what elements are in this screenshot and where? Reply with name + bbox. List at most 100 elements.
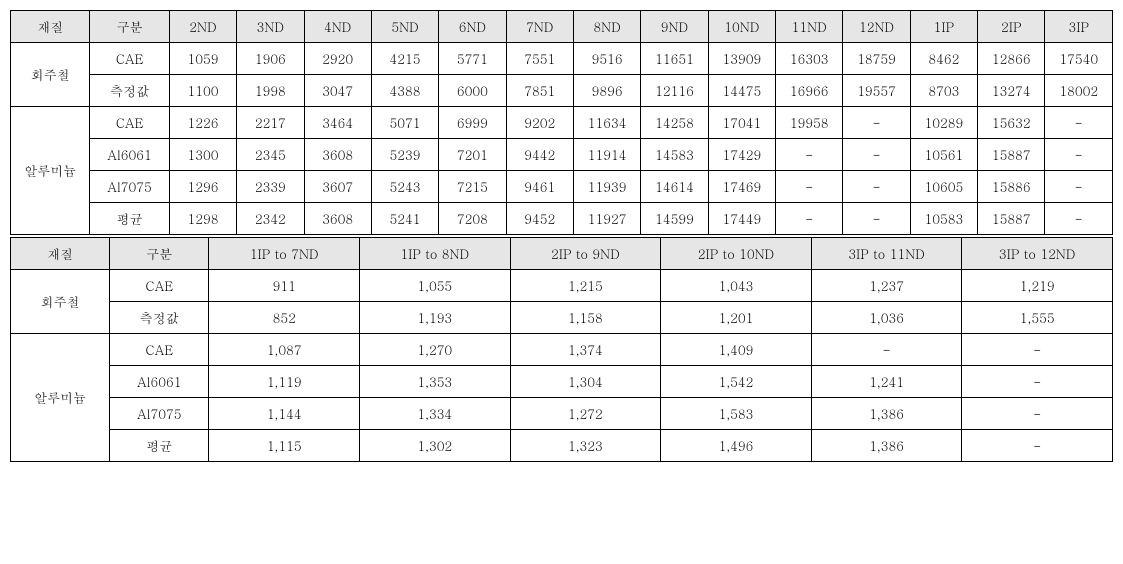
cell: 1,215 (510, 270, 661, 302)
cell: - (962, 398, 1113, 430)
cell: 15887 (978, 139, 1045, 171)
cell: - (843, 203, 910, 235)
cell: 18002 (1045, 75, 1113, 107)
table1-header-row: 재질 구분 2ND 3ND 4ND 5ND 6ND 7ND 8ND 9ND 10… (11, 11, 1113, 43)
cell: - (843, 107, 910, 139)
row-label: CAE (90, 43, 169, 75)
cell: - (1045, 139, 1113, 171)
cell: 16966 (776, 75, 843, 107)
cell: 7215 (439, 171, 506, 203)
cell: 11914 (573, 139, 640, 171)
table-row: 알루미늄 CAE 1,087 1,270 1,374 1,409 - - (11, 334, 1113, 366)
cell: 8462 (910, 43, 977, 75)
cell: 1,386 (811, 398, 962, 430)
cell: - (962, 366, 1113, 398)
cell: 1,115 (209, 430, 360, 462)
cell: 1059 (169, 43, 236, 75)
table1-header: 5ND (371, 11, 438, 43)
row-label: 측정값 (90, 75, 169, 107)
cell: 12116 (641, 75, 708, 107)
cell: 4215 (371, 43, 438, 75)
cell: 9442 (506, 139, 573, 171)
cell: 11939 (573, 171, 640, 203)
cell: 11634 (573, 107, 640, 139)
data-table-1: 재질 구분 2ND 3ND 4ND 5ND 6ND 7ND 8ND 9ND 10… (10, 10, 1113, 235)
cell: 9202 (506, 107, 573, 139)
cell: 6999 (439, 107, 506, 139)
cell: 17429 (708, 139, 775, 171)
cell: - (843, 139, 910, 171)
cell: 7208 (439, 203, 506, 235)
cell: 1,542 (661, 366, 812, 398)
cell: 18759 (843, 43, 910, 75)
material-cell: 회주철 (11, 43, 90, 107)
table1-header: 2IP (978, 11, 1045, 43)
cell: 8703 (910, 75, 977, 107)
cell: 9452 (506, 203, 573, 235)
cell: 1300 (169, 139, 236, 171)
cell: 7851 (506, 75, 573, 107)
cell: 15632 (978, 107, 1045, 139)
table-row: Al7075 1,144 1,334 1,272 1,583 1,386 - (11, 398, 1113, 430)
cell: 17540 (1045, 43, 1113, 75)
cell: 5243 (371, 171, 438, 203)
cell: 2345 (237, 139, 304, 171)
table2-header: 3IP to 12ND (962, 238, 1113, 270)
material-cell: 알루미늄 (11, 107, 90, 235)
cell: 11651 (641, 43, 708, 75)
cell: 1,036 (811, 302, 962, 334)
cell: 1,201 (661, 302, 812, 334)
cell: - (1045, 203, 1113, 235)
cell: 1,241 (811, 366, 962, 398)
row-label: CAE (110, 334, 209, 366)
row-label: 평균 (110, 430, 209, 462)
table-row: 평균 1298 2342 3608 5241 7208 9452 11927 1… (11, 203, 1113, 235)
cell: 1296 (169, 171, 236, 203)
cell: 1,144 (209, 398, 360, 430)
cell: 4388 (371, 75, 438, 107)
cell: - (811, 334, 962, 366)
table-row: 알루미늄 CAE 1226 2217 3464 5071 6999 9202 1… (11, 107, 1113, 139)
table-row: Al7075 1296 2339 3607 5243 7215 9461 119… (11, 171, 1113, 203)
data-table-2: 재질 구분 1IP to 7ND 1IP to 8ND 2IP to 9ND 2… (10, 237, 1113, 462)
cell: 1,119 (209, 366, 360, 398)
cell: - (962, 334, 1113, 366)
cell: - (1045, 171, 1113, 203)
cell: 17469 (708, 171, 775, 203)
cell: 11927 (573, 203, 640, 235)
table1-header: 12ND (843, 11, 910, 43)
cell: 1998 (237, 75, 304, 107)
table2-header-row: 재질 구분 1IP to 7ND 1IP to 8ND 2IP to 9ND 2… (11, 238, 1113, 270)
cell: 911 (209, 270, 360, 302)
cell: 9896 (573, 75, 640, 107)
cell: - (776, 139, 843, 171)
cell: 13909 (708, 43, 775, 75)
cell: 1,237 (811, 270, 962, 302)
cell: 10583 (910, 203, 977, 235)
cell: 17449 (708, 203, 775, 235)
cell: 2342 (237, 203, 304, 235)
cell: 1,055 (360, 270, 511, 302)
row-label: Al7075 (90, 171, 169, 203)
table1-header: 재질 (11, 11, 90, 43)
table1-header: 10ND (708, 11, 775, 43)
cell: 19557 (843, 75, 910, 107)
material-cell: 알루미늄 (11, 334, 110, 462)
cell: 3607 (304, 171, 371, 203)
table1-header: 3IP (1045, 11, 1113, 43)
table2-header: 구분 (110, 238, 209, 270)
cell: 10289 (910, 107, 977, 139)
table2-header: 3IP to 11ND (811, 238, 962, 270)
cell: - (776, 203, 843, 235)
cell: 2217 (237, 107, 304, 139)
cell: - (843, 171, 910, 203)
cell: 852 (209, 302, 360, 334)
cell: 14614 (641, 171, 708, 203)
table1-header: 11ND (776, 11, 843, 43)
row-label: Al6061 (110, 366, 209, 398)
cell: 1298 (169, 203, 236, 235)
cell: 1100 (169, 75, 236, 107)
table-row: 회주철 CAE 911 1,055 1,215 1,043 1,237 1,21… (11, 270, 1113, 302)
material-cell: 회주철 (11, 270, 110, 334)
cell: 10605 (910, 171, 977, 203)
